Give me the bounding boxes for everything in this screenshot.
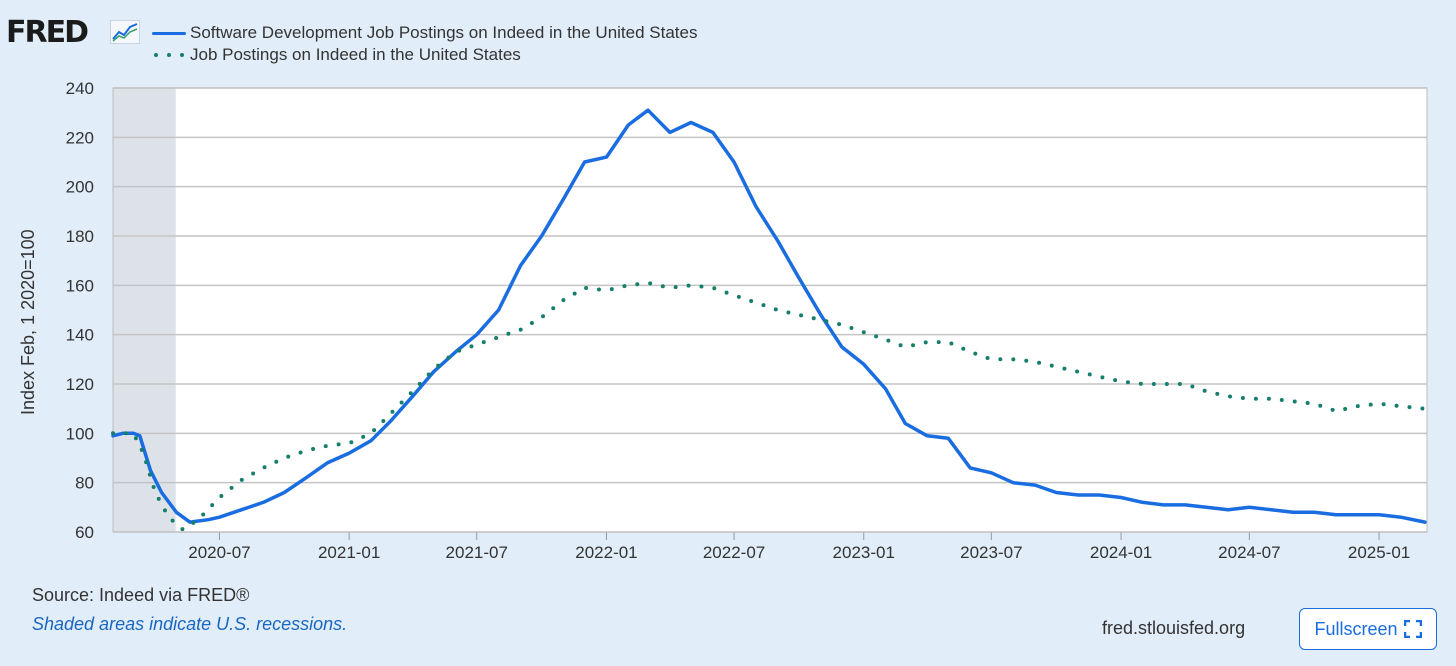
line-chart[interactable]: 60 80 100 120 140 160 180 200 220 240 2020-07 2021-… <box>0 0 1456 600</box>
y-tick-label: 180 <box>66 227 94 246</box>
plot-area <box>113 88 1427 532</box>
x-tick-label: 2024-01 <box>1090 543 1152 562</box>
y-tick-label: 160 <box>66 276 94 295</box>
x-tick-label: 2021-01 <box>318 543 380 562</box>
legend-item-all-jobs[interactable]: Job Postings on Indeed in the United Sta… <box>152 44 697 66</box>
recession-note: Shaded areas indicate U.S. recessions. <box>32 614 348 634</box>
site-url[interactable]: fred.stlouisfed.org <box>1102 618 1246 638</box>
x-tick-label: 2022-07 <box>703 543 765 562</box>
y-tick-label: 240 <box>66 79 94 98</box>
fullscreen-icon <box>1403 620 1422 638</box>
legend-swatch-dotted <box>152 50 186 60</box>
y-tick-label: 220 <box>66 128 94 147</box>
x-tick-label: 2021-07 <box>446 543 508 562</box>
fullscreen-button[interactable]: Fullscreen <box>1299 608 1437 650</box>
plot-border <box>112 87 1428 533</box>
x-tick-label: 2024-07 <box>1218 543 1280 562</box>
legend-label-software: Software Development Job Postings on Ind… <box>190 23 698 42</box>
y-tick-label: 80 <box>75 474 94 493</box>
x-tick-label: 2022-01 <box>575 543 637 562</box>
legend-item-software[interactable]: Software Development Job Postings on Ind… <box>152 22 697 44</box>
x-tick-label: 2025-01 <box>1348 543 1410 562</box>
recession-shade <box>113 88 176 532</box>
source-note: Source: Indeed via FRED® <box>32 585 250 605</box>
x-tick-label: 2020-07 <box>188 543 250 562</box>
series-line-software <box>111 108 1427 524</box>
y-tick-label: 140 <box>66 326 94 345</box>
fullscreen-label: Fullscreen <box>1314 618 1398 639</box>
y-tick-label: 120 <box>66 375 94 394</box>
x-tick-label: 2023-07 <box>960 543 1022 562</box>
y-tick-label: 100 <box>66 424 94 443</box>
legend-swatch-solid <box>152 28 186 38</box>
fred-logo[interactable]: FRED <box>6 15 89 50</box>
chart-legend: Software Development Job Postings on Ind… <box>152 22 697 66</box>
y-axis-label: Index Feb, 1 2020=100 <box>18 229 38 415</box>
legend-label-all-jobs: Job Postings on Indeed in the United Sta… <box>190 45 521 64</box>
chart-trend-icon <box>110 20 140 44</box>
x-tick-label: 2023-01 <box>833 543 895 562</box>
y-tick-label: 60 <box>75 523 94 542</box>
y-tick-label: 200 <box>66 178 94 197</box>
